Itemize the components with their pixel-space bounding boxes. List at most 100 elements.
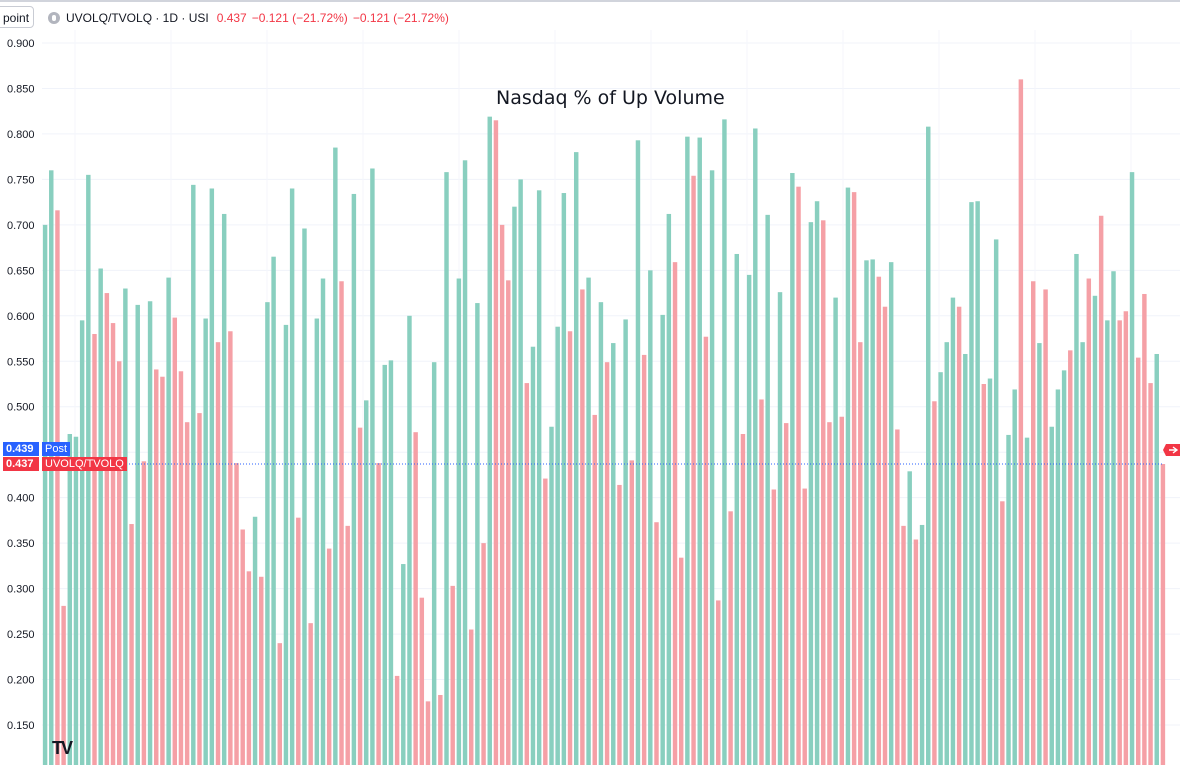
price-change: −0.121 (−21.72%): [251, 11, 348, 25]
chart-bar: [240, 529, 245, 765]
series-name-label: UVOLQ/TVOLQ: [42, 457, 127, 471]
chart-bar: [141, 461, 147, 765]
chart-bar: [370, 168, 375, 766]
chart-bar: [790, 173, 795, 765]
chart-bar: [697, 137, 702, 765]
chart-bar: [1135, 357, 1141, 765]
chart-bar: [648, 270, 653, 765]
y-tick-label: 0.150: [7, 720, 35, 732]
chart-bar: [993, 239, 999, 766]
chart-bar: [116, 361, 122, 765]
chart-bar: [296, 517, 301, 765]
chart-bar: [110, 323, 116, 765]
y-tick-label: 0.200: [7, 675, 35, 687]
chart-bar: [425, 701, 431, 765]
chart-bar: [512, 206, 517, 765]
chart-bar: [783, 423, 789, 765]
chart-bar: [382, 364, 387, 765]
chart-bar: [586, 277, 591, 765]
chart-bar: [277, 643, 282, 765]
chart-bar: [919, 524, 925, 765]
chart-bar: [314, 318, 320, 765]
chart-bar: [932, 401, 937, 765]
chart-bar: [135, 304, 140, 765]
chart-bar: [821, 220, 826, 765]
chart-bar: [333, 147, 338, 765]
chart-bar: [808, 222, 814, 765]
chart-bar: [1105, 320, 1110, 765]
chart-bar: [716, 600, 721, 765]
chart-bar: [765, 214, 770, 766]
chart-bar: [73, 436, 79, 765]
chart-bar: [1068, 350, 1073, 765]
chart-bar: [888, 262, 894, 765]
y-tick-label: 0.550: [7, 356, 35, 368]
chart-bar: [734, 253, 740, 765]
chart-bar: [339, 281, 344, 765]
chart-bar: [450, 585, 455, 765]
chart-bar: [289, 188, 295, 766]
chart-bar: [1154, 353, 1159, 765]
chart-bar: [394, 675, 400, 765]
chart-bar: [611, 343, 616, 765]
chart-bar: [635, 140, 641, 766]
chart-bar: [1043, 289, 1048, 765]
point-button[interactable]: point: [0, 6, 34, 28]
chart-bar: [549, 426, 554, 765]
chart-bar: [678, 557, 684, 765]
chart-bar: [561, 193, 567, 766]
y-tick-label: 0.350: [7, 538, 35, 550]
y-tick-label: 0.800: [7, 129, 35, 141]
chart-bar: [987, 378, 993, 765]
current-price-label: 0.437: [3, 457, 39, 471]
chart-bar: [98, 268, 103, 765]
chart-bar: [326, 548, 332, 765]
chart-bar: [833, 297, 838, 765]
chart-bar: [753, 128, 758, 766]
post-session-label: Post: [42, 442, 71, 456]
chart-bar: [895, 429, 900, 765]
symbol-legend: UVOLQ/TVOLQ · 1D · USI 0.437 −0.121 (−21…: [48, 8, 449, 28]
chart-bar: [499, 224, 505, 765]
y-tick-label: 0.400: [7, 493, 35, 505]
chart-bar: [345, 525, 350, 765]
y-tick-label: 0.850: [7, 83, 35, 95]
chart-bar: [129, 524, 134, 765]
chart-bar: [1123, 311, 1129, 765]
chart-bar: [67, 434, 73, 765]
symbol-name: UVOLQ/TVOLQ · 1D · USI: [66, 11, 209, 25]
chart-bar: [1129, 172, 1135, 765]
chart-bar: [666, 213, 672, 765]
chart-bar: [234, 463, 239, 765]
chart-bar: [901, 525, 906, 765]
chart-bar: [265, 302, 270, 765]
chart-bar: [191, 184, 196, 766]
chart-bar: [1080, 342, 1085, 765]
chart-bar: [623, 319, 628, 765]
flag-marker-icon[interactable]: [1163, 442, 1180, 458]
chart-bar: [975, 201, 980, 766]
tradingview-logo: TV: [52, 738, 73, 758]
chart-bar: [55, 210, 60, 765]
y-tick-label: 0.250: [7, 629, 35, 641]
visibility-icon[interactable]: [48, 12, 60, 24]
chart-bar: [703, 336, 709, 765]
chart-bar: [401, 564, 406, 765]
chart-bar: [950, 297, 956, 765]
chart-bar: [160, 376, 165, 765]
chart-bar: [197, 413, 202, 765]
chart-bar: [221, 213, 227, 765]
chart-bar: [178, 371, 184, 765]
top-border: [0, 0, 1180, 2]
y-tick-label: 0.300: [7, 584, 35, 596]
y-tick-label: 0.900: [7, 38, 35, 50]
chart-bar: [1111, 271, 1116, 765]
chart-bar: [228, 331, 233, 765]
chart-bar: [259, 576, 264, 765]
chart-bar: [1061, 370, 1067, 765]
chart-bar: [252, 516, 258, 765]
chart-bar: [104, 293, 110, 765]
chart-bar: [691, 175, 696, 765]
chart-bar: [907, 471, 912, 765]
